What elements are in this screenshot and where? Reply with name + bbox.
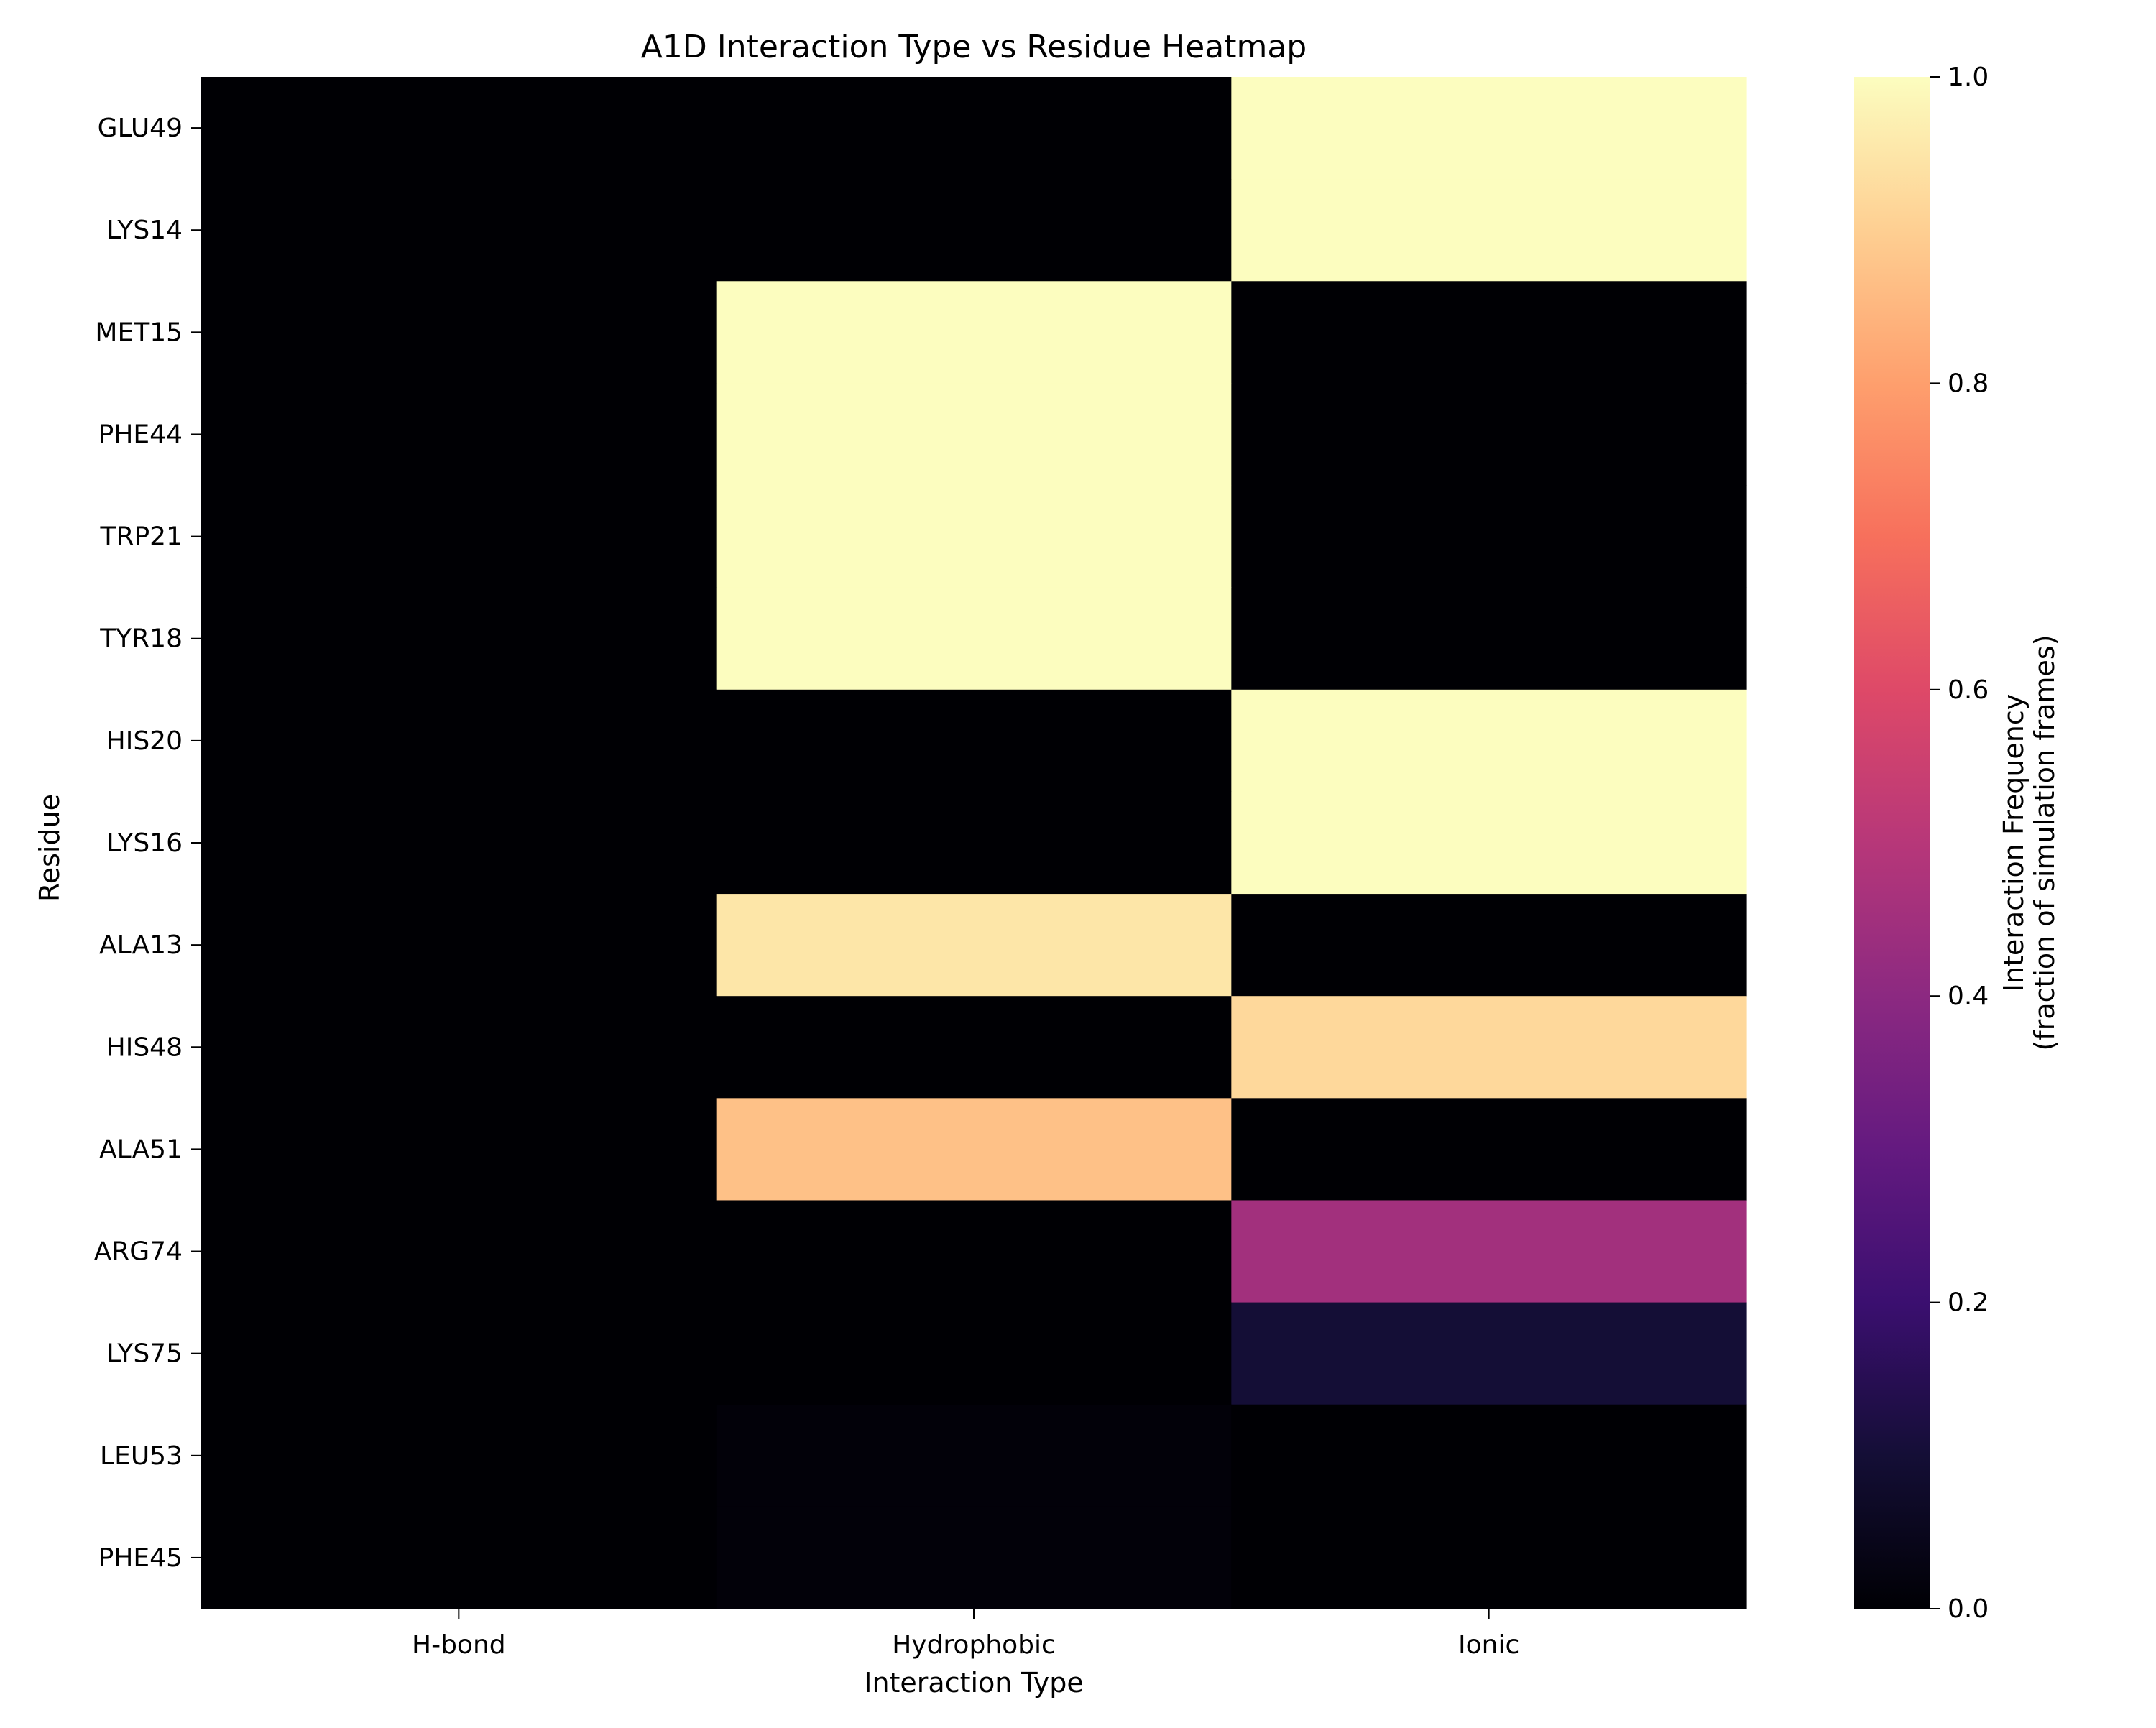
y-tick-label: MET15: [95, 318, 183, 347]
y-tick-label: ALA51: [99, 1135, 183, 1164]
y-tick-label: LYS14: [106, 216, 183, 245]
colorbar-tick-label: 0.6: [1948, 675, 1989, 705]
heatmap-cell-ALA51-Hydrophobic: [716, 1098, 1232, 1201]
heatmap-cell-MET15-Hydrophobic: [716, 281, 1232, 384]
x-axis-label: Interaction Type: [864, 1667, 1084, 1699]
heatmap-cell-PHE45-Ionic: [1231, 1506, 1747, 1609]
y-tick-label: LYS16: [106, 828, 183, 858]
heatmap-cell-ARG74-H-bond: [201, 1200, 717, 1303]
heatmap-cell-MET15-Ionic: [1231, 281, 1747, 384]
heatmap-cell-LYS16-H-bond: [201, 791, 717, 895]
heatmap-cell-HIS20-Hydrophobic: [716, 689, 1232, 793]
y-axis-label: Residue: [34, 794, 65, 902]
heatmap-cell-ARG74-Hydrophobic: [716, 1200, 1232, 1303]
y-tick-label: PHE44: [98, 420, 183, 449]
heatmap-cell-GLU49-H-bond: [201, 77, 717, 180]
heatmap-cell-HIS48-Ionic: [1231, 996, 1747, 1099]
y-tick-label: HIS48: [106, 1032, 183, 1062]
heatmap-cell-LYS75-H-bond: [201, 1302, 717, 1405]
y-tick-label: HIS20: [106, 726, 183, 756]
colorbar-tick-label: 0.2: [1948, 1288, 1989, 1318]
heatmap-cell-ALA51-Ionic: [1231, 1098, 1747, 1201]
heatmap-cell-LYS14-Ionic: [1231, 179, 1747, 282]
heatmap-cell-GLU49-Ionic: [1231, 77, 1747, 180]
heatmap-cell-ALA13-H-bond: [201, 894, 717, 997]
x-tick-label: Ionic: [1458, 1630, 1519, 1660]
y-tick-label: LEU53: [100, 1441, 183, 1471]
colorbar: [1854, 77, 1930, 1609]
heatmap-cell-LEU53-Hydrophobic: [716, 1404, 1232, 1507]
heatmap-cell-TRP21-Ionic: [1231, 485, 1747, 588]
heatmap-cell-LYS75-Hydrophobic: [716, 1302, 1232, 1405]
y-tick-label: TYR18: [99, 624, 183, 654]
heatmap-cell-PHE44-Hydrophobic: [716, 383, 1232, 486]
colorbar-tick-label: 0.8: [1948, 369, 1989, 398]
heatmap-cell-PHE44-H-bond: [201, 383, 717, 486]
heatmap-cell-ALA13-Hydrophobic: [716, 894, 1232, 997]
heatmap-cell-HIS20-H-bond: [201, 689, 717, 793]
heatmap-cell-LEU53-Ionic: [1231, 1404, 1747, 1507]
y-tick-label: ALA13: [99, 930, 183, 960]
heatmap-cell-PHE45-H-bond: [201, 1506, 717, 1609]
x-tick-label: H-bond: [412, 1630, 506, 1660]
heatmap-cell-LYS16-Ionic: [1231, 791, 1747, 895]
heatmap-cell-LYS14-H-bond: [201, 179, 717, 282]
colorbar-ticks: 0.0 0.2 0.4 0.6 0.8 1.0: [1930, 63, 1989, 1624]
heatmap-cell-TYR18-H-bond: [201, 587, 717, 690]
heatmap-cell-LEU53-H-bond: [201, 1404, 717, 1507]
y-tick-label: PHE45: [98, 1543, 183, 1573]
y-tick-label: TRP21: [99, 522, 183, 552]
y-tick-label: LYS75: [106, 1339, 183, 1369]
heatmap-cells: [201, 77, 1747, 1609]
heatmap-cell-LYS75-Ionic: [1231, 1302, 1747, 1405]
colorbar-label-line2: (fraction of simulation frames): [2029, 634, 2060, 1050]
heatmap-cell-TRP21-H-bond: [201, 485, 717, 588]
y-tick-label: ARG74: [94, 1237, 183, 1267]
heatmap-cell-ALA13-Ionic: [1231, 894, 1747, 997]
heatmap-cell-TRP21-Hydrophobic: [716, 485, 1232, 588]
colorbar-tick-label: 0.0: [1948, 1594, 1989, 1624]
colorbar-tick-label: 0.4: [1948, 981, 1989, 1011]
heatmap-cell-MET15-H-bond: [201, 281, 717, 384]
colorbar-tick-label: 1.0: [1948, 63, 1989, 92]
heatmap-cell-LYS16-Hydrophobic: [716, 791, 1232, 895]
heatmap-cell-TYR18-Hydrophobic: [716, 587, 1232, 690]
heatmap-cell-PHE45-Hydrophobic: [716, 1506, 1232, 1609]
y-axis-ticks: GLU49 LYS14 MET15 PHE44 TRP21 TYR18 HIS20 LYS16…: [94, 114, 201, 1573]
heatmap-cell-LYS14-Hydrophobic: [716, 179, 1232, 282]
heatmap-cell-ALA51-H-bond: [201, 1098, 717, 1201]
colorbar-label-line1: Interaction Frequency: [1998, 694, 2030, 992]
heatmap-cell-HIS48-Hydrophobic: [716, 996, 1232, 1099]
heatmap-cell-HIS20-Ionic: [1231, 689, 1747, 793]
heatmap-cell-ARG74-Ionic: [1231, 1200, 1747, 1303]
heatmap-cell-PHE44-Ionic: [1231, 383, 1747, 486]
heatmap-cell-HIS48-H-bond: [201, 996, 717, 1099]
x-tick-label: Hydrophobic: [892, 1630, 1056, 1660]
x-axis-ticks: H-bond Hydrophobic Ionic: [412, 1609, 1519, 1660]
y-tick-label: GLU49: [98, 114, 183, 143]
chart-title: A1D Interaction Type vs Residue Heatmap: [641, 29, 1307, 65]
heatmap-cell-GLU49-Hydrophobic: [716, 77, 1232, 180]
heatmap-cell-TYR18-Ionic: [1231, 587, 1747, 690]
